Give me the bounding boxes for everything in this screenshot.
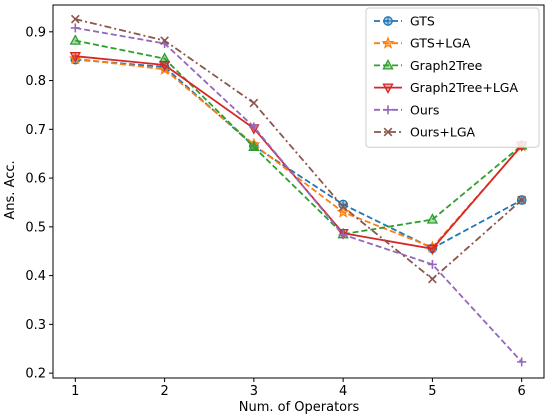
legend-box (365, 7, 540, 148)
legend-marker (383, 127, 393, 137)
x-tick-label: 5 (428, 384, 436, 399)
data-point (426, 213, 439, 224)
x-tick-label: 2 (160, 384, 168, 399)
series-line (75, 39, 523, 236)
data-point (517, 195, 527, 205)
legend-marker (382, 83, 394, 94)
data-point (338, 202, 348, 212)
legend-label: GTS (410, 14, 435, 29)
legend: GTS GTS+LGA Graph2Tree Graph2Tree+LGA Ours Ou… (365, 7, 540, 148)
data-point (427, 259, 437, 269)
axes: 1 2 3 4 5 6 0.2 0.3 0.4 0.5 0.6 0.7 0.8 0.9 (25, 4, 545, 399)
legend-item: GTS+LGA (374, 36, 471, 51)
plot-frame (52, 4, 545, 379)
legend-marker (381, 36, 395, 49)
y-tick-label: 0.8 (25, 74, 46, 89)
y-tick-label: 0.3 (25, 318, 46, 333)
data-point (426, 244, 439, 256)
x-tick-label: 4 (339, 384, 347, 399)
series-ours-lga (70, 14, 527, 284)
data-point (249, 98, 259, 108)
data-point (338, 230, 348, 240)
data-point (69, 52, 82, 63)
x-tick-label: 1 (71, 384, 79, 399)
series-line (75, 27, 523, 363)
y-tick-label: 0.5 (25, 220, 46, 235)
data-point (160, 36, 169, 45)
plot-area (68, 14, 529, 367)
legend-label: Graph2Tree+LGA (410, 80, 518, 95)
y-tick-label: 0.6 (25, 172, 46, 187)
y-tick-label: 0.4 (25, 269, 46, 284)
data-point (249, 122, 259, 132)
y-tick-label: 0.2 (25, 367, 46, 382)
data-point (248, 140, 260, 152)
legend-marker (383, 16, 393, 26)
legend-item: Ours+LGA (374, 125, 476, 140)
legend-marker (383, 105, 393, 115)
x-axis-label: Num. of Operators (239, 400, 360, 415)
y-tick-label: 0.9 (25, 25, 46, 40)
data-point (158, 52, 171, 63)
legend-label: Ours+LGA (410, 125, 476, 140)
legend-label: Graph2Tree (410, 58, 483, 73)
legend-item: Graph2Tree (374, 58, 483, 73)
legend-marker (382, 59, 394, 70)
legend-item: GTS (374, 14, 435, 29)
data-point (428, 274, 437, 284)
series-line (75, 58, 523, 250)
data-point (517, 357, 527, 367)
x-tick-label: 6 (518, 384, 526, 399)
series-line (75, 18, 523, 281)
legend-label: Ours (410, 102, 439, 117)
data-point (70, 14, 80, 24)
data-point (69, 34, 82, 45)
legend-item: Graph2Tree+LGA (374, 80, 518, 95)
x-tick-label: 3 (250, 384, 258, 399)
legend-label: GTS+LGA (410, 36, 471, 51)
y-tick-label: 0.7 (25, 123, 46, 138)
data-point (158, 60, 171, 72)
data-point (70, 23, 80, 33)
legend-item: Ours (374, 102, 439, 117)
y-axis-label: Ans. Acc. (3, 160, 18, 219)
